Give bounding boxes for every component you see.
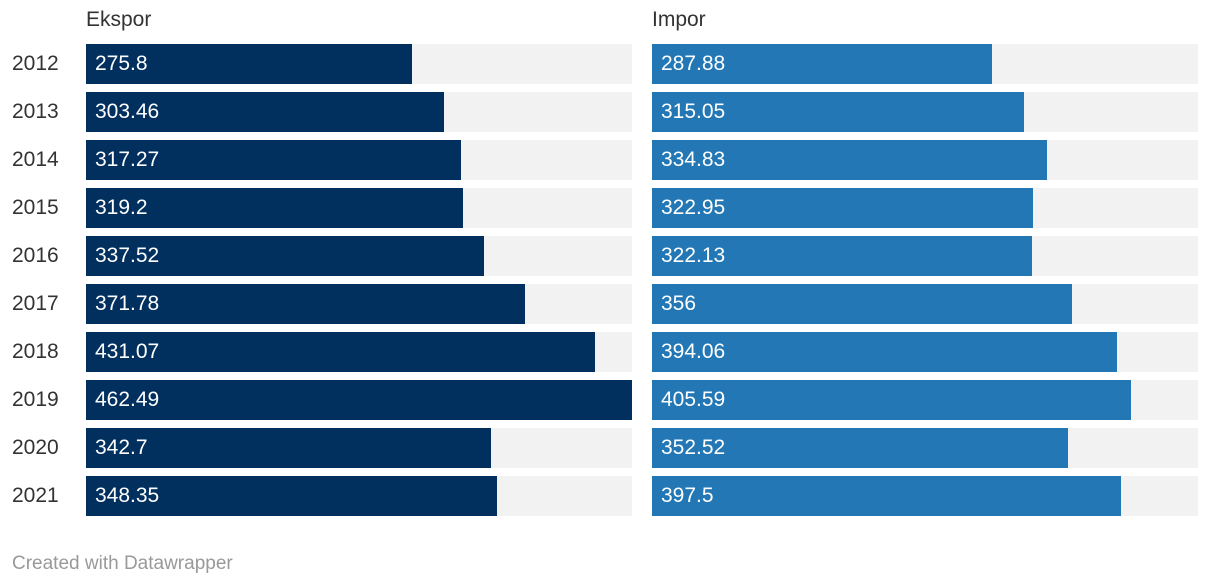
bar-ekspor-2013: [86, 92, 445, 132]
bar-value-impor-2012: 287.88: [661, 52, 726, 75]
year-label-2012: 2012: [12, 52, 59, 75]
bar-impor-2020: [652, 428, 1069, 468]
bar-value-impor-2019: 405.59: [661, 388, 726, 411]
bar-value-impor-2021: 397.5: [661, 484, 714, 507]
bar-value-ekspor-2019: 462.49: [95, 388, 160, 411]
year-label-2014: 2014: [12, 148, 59, 171]
bar-track-impor-2020: 352.52: [652, 428, 1198, 468]
bar-track-impor-2015: 322.95: [652, 188, 1198, 228]
bar-impor-2012: [652, 44, 992, 84]
bar-track-ekspor-2016: 337.52: [86, 236, 632, 276]
bar-value-ekspor-2014: 317.27: [95, 148, 160, 171]
bar-track-impor-2012: 287.88: [652, 44, 1198, 84]
bar-track-impor-2018: 394.06: [652, 332, 1198, 372]
year-label-2021: 2021: [12, 484, 59, 507]
bar-track-ekspor-2015: 319.2: [86, 188, 632, 228]
bar-impor-2015: [652, 188, 1034, 228]
bar-track-ekspor-2014: 317.27: [86, 140, 632, 180]
bar-impor-2018: [652, 332, 1118, 372]
bar-track-ekspor-2019: 462.49: [86, 380, 632, 420]
bar-value-impor-2015: 322.95: [661, 196, 726, 219]
bar-track-ekspor-2021: 348.35: [86, 476, 632, 516]
bar-ekspor-2012: [86, 44, 412, 84]
bar-value-impor-2017: 356: [661, 292, 697, 315]
bar-value-impor-2013: 315.05: [661, 100, 726, 123]
bar-track-impor-2016: 322.13: [652, 236, 1198, 276]
bar-ekspor-2019: [86, 380, 632, 420]
bar-value-ekspor-2016: 337.52: [95, 244, 160, 267]
bar-value-ekspor-2020: 342.7: [95, 436, 148, 459]
bar-value-ekspor-2015: 319.2: [95, 196, 148, 219]
year-label-2017: 2017: [12, 292, 59, 315]
bar-value-ekspor-2013: 303.46: [95, 100, 160, 123]
bar-ekspor-2021: [86, 476, 498, 516]
bar-ekspor-2018: [86, 332, 595, 372]
credit-text: Created with Datawrapper: [12, 553, 233, 574]
panel-title-impor: Impor: [652, 8, 706, 31]
bar-value-ekspor-2018: 431.07: [95, 340, 160, 363]
bar-ekspor-2016: [86, 236, 485, 276]
bar-ekspor-2020: [86, 428, 491, 468]
bar-impor-2014: [652, 140, 1048, 180]
year-label-2015: 2015: [12, 196, 59, 219]
bar-track-impor-2021: 397.5: [652, 476, 1198, 516]
panel-title-ekspor: Ekspor: [86, 8, 152, 31]
bar-impor-2013: [652, 92, 1024, 132]
bar-impor-2021: [652, 476, 1122, 516]
bar-value-ekspor-2012: 275.8: [95, 52, 148, 75]
bar-value-impor-2014: 334.83: [661, 148, 726, 171]
bar-track-impor-2017: 356: [652, 284, 1198, 324]
bar-track-impor-2014: 334.83: [652, 140, 1198, 180]
bar-ekspor-2017: [86, 284, 525, 324]
bar-track-ekspor-2020: 342.7: [86, 428, 632, 468]
bar-value-ekspor-2021: 348.35: [95, 484, 160, 507]
year-label-2016: 2016: [12, 244, 59, 267]
year-label-2019: 2019: [12, 388, 59, 411]
bar-value-ekspor-2017: 371.78: [95, 292, 160, 315]
bar-track-ekspor-2013: 303.46: [86, 92, 632, 132]
bar-impor-2019: [652, 380, 1131, 420]
bar-track-impor-2019: 405.59: [652, 380, 1198, 420]
bar-track-ekspor-2017: 371.78: [86, 284, 632, 324]
year-label-2018: 2018: [12, 340, 59, 363]
bar-value-impor-2018: 394.06: [661, 340, 726, 363]
bar-impor-2017: [652, 284, 1073, 324]
bar-track-ekspor-2012: 275.8: [86, 44, 632, 84]
bar-value-impor-2016: 322.13: [661, 244, 726, 267]
bar-value-impor-2020: 352.52: [661, 436, 726, 459]
year-label-2013: 2013: [12, 100, 59, 123]
bar-track-ekspor-2018: 431.07: [86, 332, 632, 372]
bar-ekspor-2015: [86, 188, 463, 228]
bar-impor-2016: [652, 236, 1033, 276]
year-label-2020: 2020: [12, 436, 59, 459]
bar-ekspor-2014: [86, 140, 461, 180]
bar-track-impor-2013: 315.05: [652, 92, 1198, 132]
